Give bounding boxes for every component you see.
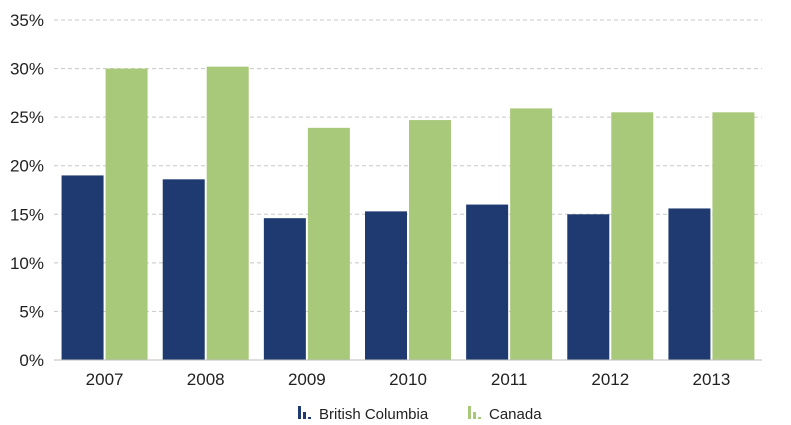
bar-british-columbia-2010 [365, 211, 407, 360]
y-tick-label: 20% [10, 157, 44, 176]
bar-canada-2012 [611, 112, 654, 361]
bar-canada-2008 [206, 66, 249, 360]
y-tick-label: 5% [19, 302, 44, 321]
y-tick-label: 30% [10, 60, 44, 79]
x-tick-label: 2010 [389, 370, 427, 389]
x-tick-label: 2009 [288, 370, 326, 389]
x-axis-tick-labels: 2007 2008 2009 2010 2011 2012 2013 [86, 370, 731, 389]
legend: British Columbia Canada [298, 406, 542, 423]
bar-canada-2009 [307, 127, 350, 360]
bar-canada-2011 [510, 108, 553, 361]
bar-british-columbia-2009 [263, 218, 306, 360]
bar-chart-icon [468, 406, 481, 419]
bar-british-columbia-2012 [567, 214, 610, 360]
bar-british-columbia-2007 [61, 175, 104, 360]
x-tick-label: 2011 [491, 370, 528, 389]
bar-canada-2013 [712, 112, 755, 361]
y-tick-label: 0% [19, 351, 44, 370]
bar-canada-2007 [105, 68, 148, 361]
x-tick-label: 2012 [591, 370, 629, 389]
bar-british-columbia-2011 [466, 204, 509, 360]
legend-item-british-columbia: British Columbia [298, 406, 429, 423]
bar-canada-2010 [409, 120, 451, 360]
legend-item-canada: Canada [468, 406, 542, 423]
bar-chart-icon [298, 406, 311, 419]
y-tick-label: 25% [10, 108, 44, 127]
y-tick-label: 35% [10, 11, 44, 30]
x-tick-label: 2008 [187, 370, 225, 389]
y-tick-label: 10% [10, 254, 44, 273]
bars [61, 66, 755, 361]
gridlines [54, 19, 762, 312]
y-tick-label: 15% [10, 205, 44, 224]
legend-label: Canada [489, 406, 542, 423]
bar-british-columbia-2013 [668, 208, 711, 360]
x-tick-label: 2013 [693, 370, 731, 389]
legend-label: British Columbia [319, 406, 429, 423]
x-tick-label: 2007 [86, 370, 124, 389]
y-axis-tick-labels: 0% 5% 10% 15% 20% 25% 30% 35% [10, 11, 44, 370]
bar-british-columbia-2008 [162, 179, 205, 360]
